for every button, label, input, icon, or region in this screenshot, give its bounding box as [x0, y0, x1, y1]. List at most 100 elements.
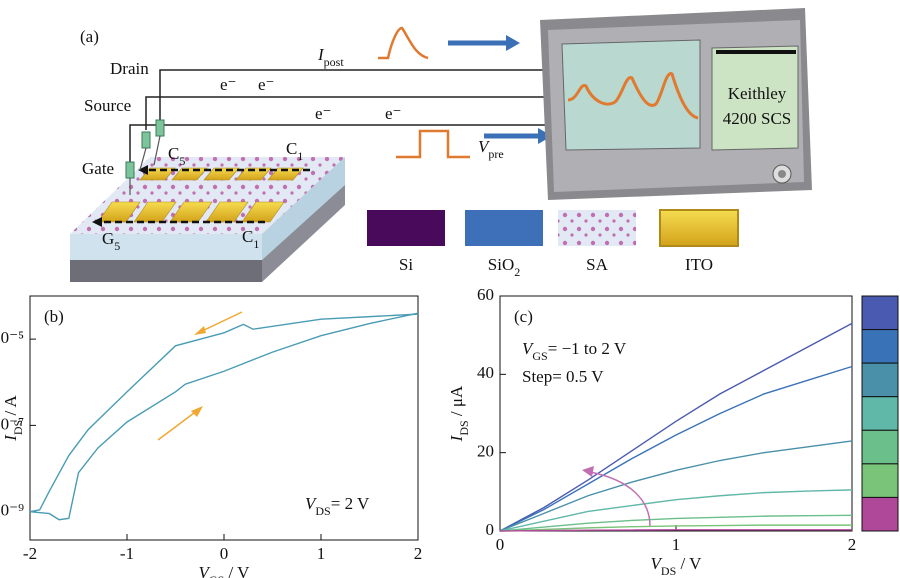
pad-label-main: C [168, 144, 179, 163]
pre-pulse [396, 129, 470, 159]
instrument-label: Keithley [728, 84, 787, 103]
x-tick-label: 0 [220, 544, 229, 563]
x-axis-label-rest: / V [676, 554, 702, 573]
x-tick-label: 2 [414, 544, 423, 563]
y-axis-label-main: I [447, 434, 466, 442]
annotation-sub: DS [315, 504, 330, 518]
drain-label: Drain [110, 59, 149, 78]
material-legend: Si SiO2 SA ITO [367, 209, 739, 279]
x-tick-label: 1 [317, 544, 326, 563]
x-axis-label-main: V [651, 554, 664, 573]
annotation-sub: GS [532, 349, 547, 363]
annotation-rest: = 2 V [331, 494, 370, 513]
electron: e⁻ [385, 104, 402, 123]
x-axis-label: VDS / V [651, 554, 703, 578]
pad-label-sub: 5 [179, 154, 185, 168]
y-tick-label: 20 [477, 442, 494, 461]
label-main: V [478, 137, 491, 156]
y-tick-label: 40 [477, 363, 494, 382]
y-tick-label: 10⁻⁷ [0, 414, 24, 433]
x-tick-label: 0 [496, 535, 505, 554]
pad-label: C1 [242, 227, 259, 251]
legend-label-main: Si [399, 255, 413, 274]
panel-a: (a) Drain Source Gate e⁻ e⁻ e⁻ e⁻ [70, 8, 812, 282]
device [70, 119, 345, 282]
x-axis-label: VGS / V [199, 563, 251, 578]
y-axis-label-rest: / μA [447, 385, 466, 420]
electron: e⁻ [258, 75, 275, 94]
y-axis-label: IDS / μA [447, 385, 471, 442]
data-line [499, 365, 853, 532]
legend-label: ITO [685, 255, 713, 274]
i-post-label: Ipost [317, 45, 344, 69]
annotation-main: V [305, 494, 318, 513]
colorbar-block [861, 362, 899, 398]
pad-label-sub: 1 [253, 237, 259, 251]
annotation-main: V [522, 339, 535, 358]
label-sub: post [324, 55, 345, 69]
legend-swatch [465, 210, 543, 246]
x-tick-label: -2 [23, 544, 37, 563]
label-main: I [317, 45, 325, 64]
arrow-head [506, 35, 520, 51]
x-axis-label-sub: GS [209, 573, 224, 578]
instrument [540, 8, 812, 200]
legend-label-main: SiO [488, 255, 514, 274]
panel-label: (b) [44, 307, 64, 326]
annotation: VGS= −1 to 2 V [522, 339, 627, 363]
data-line [499, 524, 852, 532]
electron: e⁻ [220, 75, 237, 94]
legend-swatch [659, 209, 739, 247]
y-axis-label: IDS / A [1, 394, 25, 441]
data-line [29, 312, 419, 521]
source-label: Source [84, 96, 131, 115]
x-tick-label: 2 [848, 535, 857, 554]
legend-label: SA [586, 255, 608, 274]
legend-label-sub: 2 [514, 265, 520, 279]
y-axis-label-sub: DS [457, 420, 471, 435]
colorbar-block [861, 429, 899, 465]
pad-label: G5 [102, 229, 120, 253]
instrument-label: 4200 SCS [723, 109, 792, 128]
pad-label: C5 [168, 144, 185, 168]
panel-label: (a) [80, 27, 99, 46]
arrow-head [194, 326, 206, 335]
plot-frame [499, 295, 853, 532]
pad-label-sub: 5 [114, 239, 120, 253]
y-axis-label-sub: DS [11, 420, 25, 435]
pad-label-main: C [286, 139, 297, 158]
post-pulse [378, 26, 429, 60]
arrow [157, 409, 199, 441]
annotation-rest: = −1 to 2 V [548, 339, 627, 358]
data-line [499, 440, 853, 532]
x-axis-label-rest: / V [224, 563, 250, 578]
colorbar-block [861, 329, 899, 364]
legend-label-main: SA [586, 255, 608, 274]
panel-label: (c) [514, 307, 533, 326]
pad-label-sub: 1 [297, 149, 303, 163]
data-line [499, 514, 853, 532]
y-axis-label-rest: / A [1, 394, 20, 419]
arrow [199, 311, 243, 333]
arrow-head [191, 406, 203, 417]
x-tick-label: -1 [120, 544, 134, 563]
wires [129, 69, 548, 165]
data-line [499, 529, 852, 532]
data-line [499, 489, 853, 532]
x-tick-label: 1 [672, 535, 681, 554]
data-line [29, 313, 419, 513]
y-tick-label: 10⁻⁵ [0, 328, 24, 347]
x-axis-label-main: V [199, 563, 212, 578]
arrow-head [538, 128, 552, 144]
legend-label-main: ITO [685, 255, 713, 274]
legend-swatch [558, 210, 636, 246]
arrow-head [582, 466, 594, 477]
legend-label: Si [399, 255, 413, 274]
legend-swatch [367, 210, 445, 246]
x-axis-label-sub: DS [661, 564, 676, 578]
pad-label: C1 [286, 139, 303, 163]
y-axis-label-main: I [1, 434, 20, 442]
arrow [589, 471, 651, 527]
